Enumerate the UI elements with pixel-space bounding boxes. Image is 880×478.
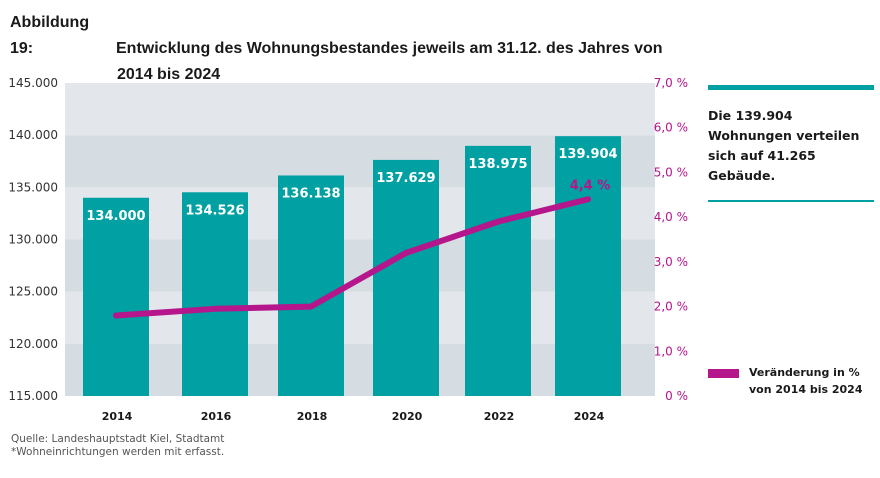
x-tick-label: 2014 (102, 410, 133, 423)
bar-value-label: 134.000 (86, 209, 145, 224)
y-axis-left: 115.000 120.000 125.000 130.000 135.000 140.0… (8, 76, 58, 403)
legend-label-line-2: von 2014 bis 2024 (749, 383, 863, 396)
y2-tick-label: 6,0 % (654, 121, 688, 135)
y2-tick-label: 5,0 % (654, 165, 688, 179)
bar-value-label: 136.138 (281, 186, 340, 201)
title-line-1: Entwicklung des Wohnungsbestandes jeweil… (116, 40, 663, 57)
info-box-text: Die 139.904 Wohnungen verteilen sich auf… (708, 108, 860, 183)
grid-band (65, 83, 655, 136)
bar-value-label: 137.629 (376, 171, 435, 186)
source-note: Quelle: Landeshauptstadt Kiel, Stadtamt … (11, 433, 224, 459)
info-box-top-bar (708, 85, 874, 90)
footnote-line: *Wohneinrichtungen werden mit erfasst. (11, 446, 225, 458)
x-tick-label: 2020 (392, 410, 423, 423)
legend-label: Veränderung in % von 2014 bis 2024 (749, 364, 862, 398)
y-tick-label: 135.000 (8, 180, 58, 194)
change-line-series: 4,4 % (113, 178, 611, 319)
y-tick-label: 140.000 (8, 128, 58, 142)
legend-swatch-line (708, 369, 739, 378)
x-tick-label: 2016 (201, 410, 232, 423)
x-tick-label: 2018 (297, 410, 328, 423)
title-line-2: 2014 bis 2024 (117, 66, 221, 83)
legend-label-line-1: Veränderung in % (749, 366, 860, 379)
bar (373, 159, 439, 396)
bar (555, 136, 621, 396)
y-tick-label: 115.000 (8, 389, 58, 403)
bars: 134.000 134.526 136.138 137.629 138.975 139.9… (83, 136, 621, 396)
bar-value-label: 138.975 (468, 157, 527, 172)
x-tick-label: 2024 (574, 410, 605, 423)
y2-tick-label: 1,0 % (654, 344, 688, 358)
chart-title: Abbildung 19: Entwicklung des Wohnungsbes… (10, 10, 663, 88)
bar-value-label: 139.904 (558, 147, 617, 162)
y-axis-right: 0 % 1,0 % 2,0 % 3,0 % 4,0 % 5,0 % 6,0 % 7,0 % (654, 76, 688, 403)
x-tick-label: 2022 (484, 410, 515, 423)
y2-tick-label: 3,0 % (654, 255, 688, 269)
info-box: Die 139.904 Wohnungen verteilen sich auf… (708, 85, 874, 202)
bar (465, 145, 531, 396)
info-box-bottom-line (708, 200, 874, 202)
bar-value-label: 134.526 (185, 203, 244, 218)
figure-label: Abbildung 19: (10, 14, 90, 57)
bar (278, 175, 344, 396)
bar (182, 192, 248, 396)
y2-tick-label: 2,0 % (654, 300, 688, 314)
y2-tick-label: 0 % (665, 389, 688, 403)
bar (83, 197, 149, 396)
legend: Veränderung in % von 2014 bis 2024 (708, 364, 862, 398)
y2-tick-label: 4,0 % (654, 210, 688, 224)
line-end-label: 4,4 % (570, 178, 611, 193)
source-line: Quelle: Landeshauptstadt Kiel, Stadtamt (11, 433, 225, 445)
y-tick-label: 130.000 (8, 233, 58, 247)
x-axis: 2014 2016 2018 2020 2022 2024 (102, 410, 605, 423)
y-tick-label: 120.000 (8, 337, 58, 351)
y-tick-label: 125.000 (8, 285, 58, 299)
y2-tick-label: 7,0 % (654, 76, 688, 90)
y-tick-label: 145.000 (8, 76, 58, 90)
change-line (113, 196, 591, 319)
